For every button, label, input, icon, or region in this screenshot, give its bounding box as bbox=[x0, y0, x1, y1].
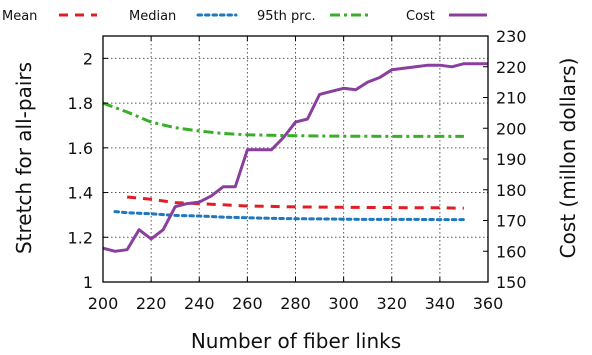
legend-label: Median bbox=[129, 9, 176, 24]
y2-tick-label: 190 bbox=[496, 150, 527, 169]
x-tick-label: 340 bbox=[425, 294, 456, 313]
x-axis-ticks: 200 220 240 260 280 300 320 340 360 bbox=[88, 36, 504, 313]
y-axis-ticks: 1 1.2 1.4 1.6 1.8 2 bbox=[68, 49, 108, 292]
y-axis-title: Stretch for all-pairs bbox=[12, 62, 36, 254]
y-tick-label: 1.6 bbox=[68, 139, 93, 158]
y-tick-label: 1.8 bbox=[68, 94, 93, 113]
legend-label: 95th prc. bbox=[257, 9, 316, 24]
y2-tick-label: 220 bbox=[496, 58, 527, 77]
legend: Mean Median 95th prc. Cost bbox=[2, 9, 487, 24]
grid bbox=[103, 36, 488, 282]
y2-axis-title: Cost (millon dollars) bbox=[556, 58, 580, 259]
x-tick-label: 220 bbox=[136, 294, 167, 313]
x-tick-label: 200 bbox=[88, 294, 119, 313]
series-line-median bbox=[113, 210, 466, 222]
y-tick-label: 1 bbox=[83, 273, 93, 292]
plot-series bbox=[102, 62, 488, 253]
x-axis-title: Number of fiber links bbox=[191, 329, 401, 353]
y2-tick-label: 210 bbox=[496, 89, 527, 108]
legend-label: Cost bbox=[406, 9, 435, 24]
x-tick-label: 320 bbox=[376, 294, 407, 313]
series-line-cost bbox=[102, 62, 488, 253]
y2-tick-label: 200 bbox=[496, 119, 527, 138]
y2-tick-label: 170 bbox=[496, 212, 527, 231]
y2-tick-label: 150 bbox=[496, 273, 527, 292]
x-tick-label: 260 bbox=[232, 294, 263, 313]
x-tick-label: 280 bbox=[280, 294, 311, 313]
y2-axis-ticks: 150 160 170 180 190 200 210 220 230 bbox=[483, 27, 527, 292]
series-line-mean bbox=[126, 195, 464, 210]
series-line-95th-prc bbox=[102, 101, 464, 138]
y-tick-label: 1.2 bbox=[68, 228, 93, 247]
x-tick-label: 240 bbox=[184, 294, 215, 313]
legend-label: Mean bbox=[2, 9, 37, 24]
x-tick-label: 300 bbox=[328, 294, 359, 313]
y2-tick-label: 180 bbox=[496, 181, 527, 200]
x-tick-label: 360 bbox=[473, 294, 504, 313]
y-tick-label: 2 bbox=[83, 49, 93, 68]
y2-tick-label: 160 bbox=[496, 242, 527, 261]
y2-tick-label: 230 bbox=[496, 27, 527, 46]
y-tick-label: 1.4 bbox=[68, 184, 93, 203]
